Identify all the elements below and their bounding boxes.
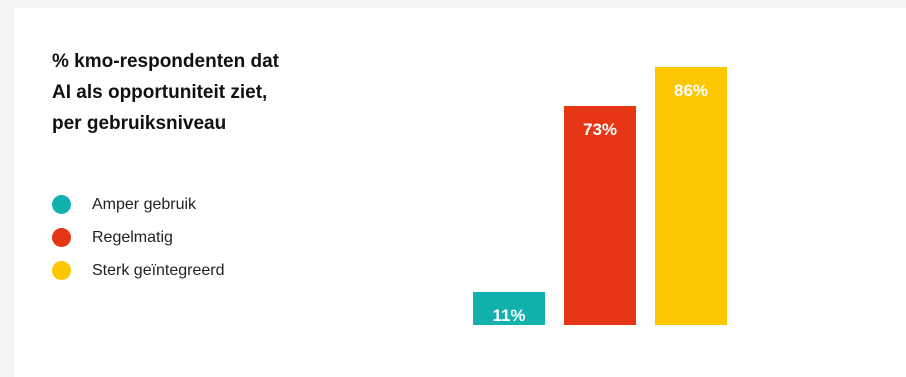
bar-amper-gebruik (473, 292, 545, 325)
chart-card: % kmo-respondenten dat AI als opportunit… (14, 8, 906, 377)
legend-item-sterk-geintegreerd: Sterk geïntegreerd (52, 254, 225, 287)
bar-regelmatig (564, 106, 636, 325)
legend-item-amper-gebruik: Amper gebruik (52, 188, 225, 221)
legend-swatch-amper-gebruik (52, 195, 71, 214)
legend-label-regelmatig: Regelmatig (92, 228, 173, 246)
chart-title: % kmo-respondenten dat AI als opportunit… (52, 51, 279, 134)
legend-label-sterk-geintegreerd: Sterk geïntegreerd (92, 261, 225, 279)
bar-chart: 11% 73% 86% (473, 67, 727, 325)
bar-sterk-geintegreerd (655, 67, 727, 325)
legend-item-regelmatig: Regelmatig (52, 221, 225, 254)
data-label-sterk-geintegreerd: 86% (674, 81, 708, 100)
data-label-amper-gebruik: 11% (492, 306, 525, 325)
legend-swatch-sterk-geintegreerd (52, 261, 71, 280)
legend-swatch-regelmatig (52, 228, 71, 247)
legend-label-amper-gebruik: Amper gebruik (92, 195, 197, 213)
chart-legend: Amper gebruik Regelmatig Sterk geïntegre… (52, 188, 225, 287)
data-label-regelmatig: 73% (583, 120, 617, 139)
